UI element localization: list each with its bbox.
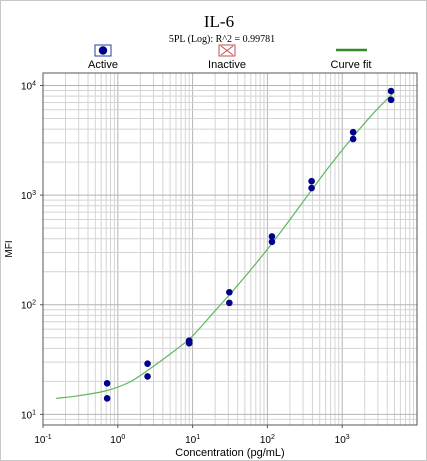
x-tick-label: 100 bbox=[110, 434, 125, 446]
y-tick-label: 103 bbox=[21, 190, 36, 202]
legend-inactive-marker bbox=[220, 45, 234, 56]
data-point bbox=[308, 184, 315, 192]
data-point bbox=[349, 135, 357, 143]
curve-fit-line bbox=[56, 91, 395, 399]
y-tick-label: 104 bbox=[21, 80, 36, 92]
y-tick-label: 101 bbox=[21, 409, 36, 421]
x-axis-ticks: 10-1 100 101 102 103 bbox=[34, 425, 350, 446]
y-axis-label: MFI bbox=[4, 240, 15, 257]
data-point bbox=[144, 373, 151, 380]
legend-active-label: Active bbox=[88, 59, 118, 71]
data-point bbox=[387, 96, 395, 104]
x-tick-label: 103 bbox=[335, 434, 350, 446]
data-point bbox=[144, 360, 151, 367]
y-tick-label: 102 bbox=[21, 300, 36, 312]
data-point bbox=[349, 128, 357, 136]
legend-item-active: Active bbox=[88, 44, 118, 71]
x-tick-label: 101 bbox=[185, 434, 200, 446]
x-tick-label: 10-1 bbox=[34, 434, 51, 446]
legend-item-inactive: Inactive bbox=[208, 44, 246, 71]
data-point bbox=[226, 299, 233, 307]
data-point bbox=[226, 288, 233, 296]
legend-curve-fit-label: Curve fit bbox=[331, 59, 372, 71]
plot-area bbox=[42, 72, 418, 426]
plot-border bbox=[42, 72, 418, 426]
y-axis-ticks: 101 102 103 104 bbox=[21, 80, 43, 421]
points-layer bbox=[103, 87, 395, 402]
curve-layer bbox=[56, 91, 395, 399]
data-point bbox=[268, 238, 276, 246]
x-axis-label: Concentration (pg/mL) bbox=[175, 447, 284, 459]
legend-inactive-label: Inactive bbox=[208, 59, 246, 71]
chart-subtitle: 5PL (Log): R^2 = 0.99781 bbox=[169, 34, 275, 45]
data-point bbox=[268, 233, 276, 240]
x-tick-label: 102 bbox=[260, 434, 275, 446]
grid bbox=[42, 73, 417, 426]
legend: Active Inactive Curve fit bbox=[88, 44, 372, 71]
legend-item-curve-fit: Curve fit bbox=[331, 48, 372, 71]
legend-active-marker bbox=[98, 46, 108, 55]
plot-background bbox=[43, 73, 417, 425]
data-point bbox=[185, 339, 193, 347]
data-point bbox=[103, 395, 111, 402]
data-point bbox=[103, 380, 111, 387]
data-point bbox=[387, 87, 395, 95]
data-point bbox=[308, 177, 315, 185]
chart-title: IL-6 bbox=[204, 12, 234, 31]
